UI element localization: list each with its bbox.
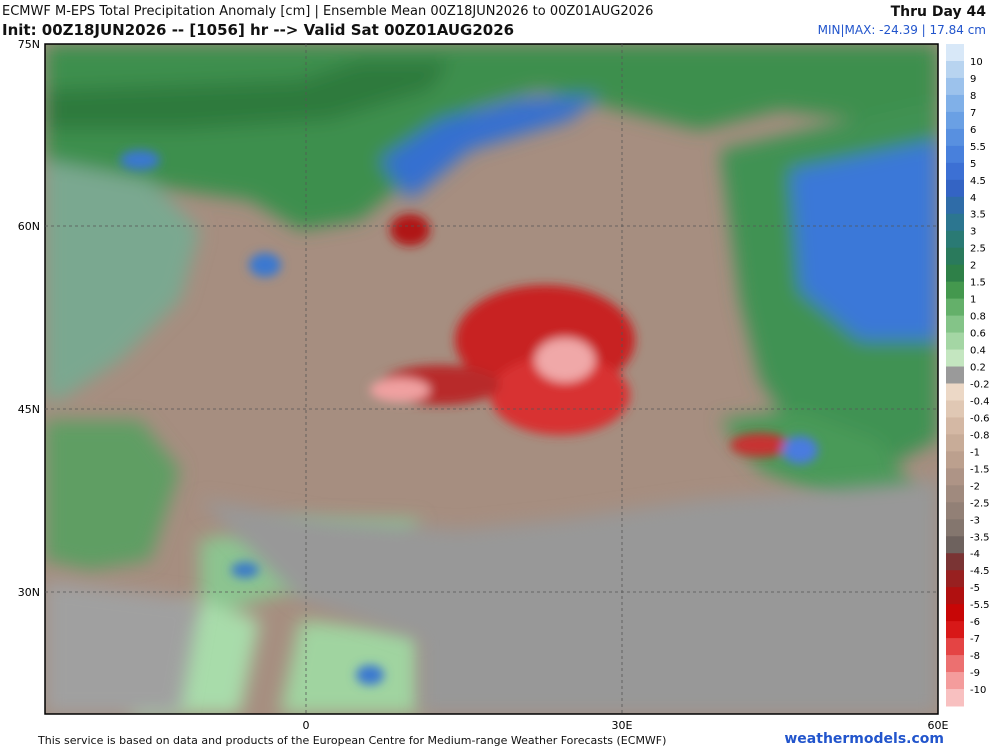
- lon-label: 0: [303, 719, 310, 732]
- colorbar-swatch: [946, 519, 964, 537]
- lon-label: 30E: [612, 719, 633, 732]
- colorbar-label: -9: [970, 668, 980, 679]
- colorbar-label: 0.2: [970, 363, 986, 374]
- colorbar-swatch: [946, 553, 964, 571]
- colorbar-label: 7: [970, 108, 976, 119]
- colorbar-swatch: [946, 451, 964, 469]
- colorbar-swatch: [946, 655, 964, 673]
- colorbar-label: -0.6: [970, 413, 990, 424]
- colorbar-label: -0.4: [970, 396, 990, 407]
- min-max: MIN|MAX: -24.39 | 17.84 cm: [817, 23, 986, 37]
- colorbar-label: 5.5: [970, 142, 986, 153]
- colorbar-swatch: [946, 332, 964, 351]
- colorbar-swatch: [946, 638, 964, 656]
- colorbar-swatch: [946, 264, 964, 283]
- colorbar-label: -3: [970, 515, 980, 526]
- colorbar-swatch: [946, 434, 964, 452]
- colorbar-label: 5: [970, 159, 976, 170]
- colorbar-label: 6: [970, 125, 976, 136]
- colorbar-label: -8: [970, 651, 980, 662]
- colorbar-swatch: [946, 604, 964, 622]
- colorbar-label: -5: [970, 583, 980, 594]
- colorbar-label: 0.6: [970, 329, 986, 340]
- colorbar-label: 2: [970, 261, 976, 272]
- colorbar-label: 4: [970, 193, 976, 204]
- colorbar-swatch: [946, 570, 964, 588]
- colorbar-label: -1.5: [970, 464, 990, 475]
- colorbar-swatch: [946, 587, 964, 605]
- colorbar-swatch: [946, 536, 964, 554]
- colorbar-label: -1: [970, 447, 980, 458]
- colorbar-swatch: [946, 468, 964, 486]
- colorbar-swatch: [946, 298, 964, 317]
- colorbar-label: -3.5: [970, 532, 990, 543]
- colorbar-swatch: [946, 366, 964, 384]
- colorbar-swatch: [946, 621, 964, 639]
- lat-label: 30N: [18, 586, 40, 599]
- colorbar-label: -4.5: [970, 566, 990, 577]
- colorbar-swatch: [946, 485, 964, 503]
- anomaly-field: [45, 44, 938, 714]
- site-link[interactable]: weathermodels.com: [784, 731, 944, 747]
- subtitle: Init: 00Z18JUN2026 -- [1056] hr --> Vali…: [2, 21, 515, 39]
- colorbar-label: -10: [970, 685, 986, 696]
- colorbar-label: 0.4: [970, 346, 986, 357]
- colorbar-label: 1: [970, 295, 976, 306]
- colorbar-swatch: [946, 128, 964, 147]
- colorbar-label: 0.8: [970, 312, 986, 323]
- colorbar-label: 3.5: [970, 210, 986, 221]
- colorbar-swatch: [946, 400, 964, 418]
- colorbar-label: 9: [970, 74, 976, 85]
- colorbar-label: -6: [970, 617, 980, 628]
- colorbar-label: 3: [970, 227, 976, 238]
- colorbar-swatch: [946, 230, 964, 249]
- colorbar-swatch: [946, 672, 964, 690]
- colorbar-label: -4: [970, 549, 980, 560]
- colorbar-swatch: [946, 60, 964, 79]
- colorbar-swatch: [946, 111, 964, 130]
- colorbar-swatch: [946, 417, 964, 435]
- colorbar-label: 10: [970, 57, 983, 68]
- map-frame: [44, 43, 939, 715]
- colorbar-label: -2.5: [970, 498, 990, 509]
- title: ECMWF M-EPS Total Precipitation Anomaly …: [2, 4, 654, 19]
- colorbar-swatch: [946, 44, 964, 62]
- colorbar-swatch: [946, 315, 964, 334]
- colorbar-swatch: [946, 162, 964, 181]
- colorbar-swatch: [946, 179, 964, 198]
- period: Thru Day 44: [890, 4, 986, 20]
- colorbar-swatch: [946, 281, 964, 300]
- colorbar-swatch: [946, 196, 964, 215]
- colorbar-label: 1.5: [970, 278, 986, 289]
- colorbar-swatch: [946, 145, 964, 164]
- colorbar-swatch: [946, 349, 964, 368]
- colorbar-label: 2.5: [970, 244, 986, 255]
- colorbar-label: -5.5: [970, 600, 990, 611]
- colorbar-swatch: [946, 689, 964, 707]
- colorbar-swatch: [946, 383, 964, 401]
- colorbar-swatch: [946, 77, 964, 96]
- lat-label: 45N: [18, 403, 40, 416]
- colorbar-label: -0.8: [970, 430, 990, 441]
- colorbar-label: -7: [970, 634, 980, 645]
- colorbar-swatch: [946, 502, 964, 520]
- credit: This service is based on data and produc…: [38, 734, 667, 747]
- lat-label: 75N: [18, 38, 40, 51]
- colorbar-swatch: [946, 247, 964, 266]
- colorbar-swatch: [946, 213, 964, 232]
- colorbar-label: -2: [970, 481, 980, 492]
- lon-label: 60E: [928, 719, 949, 732]
- colorbar-swatch: [946, 94, 964, 113]
- colorbar-label: 8: [970, 91, 976, 102]
- colorbar-label: -0.2: [970, 379, 990, 390]
- lat-label: 60N: [18, 220, 40, 233]
- colorbar-label: 4.5: [970, 176, 986, 187]
